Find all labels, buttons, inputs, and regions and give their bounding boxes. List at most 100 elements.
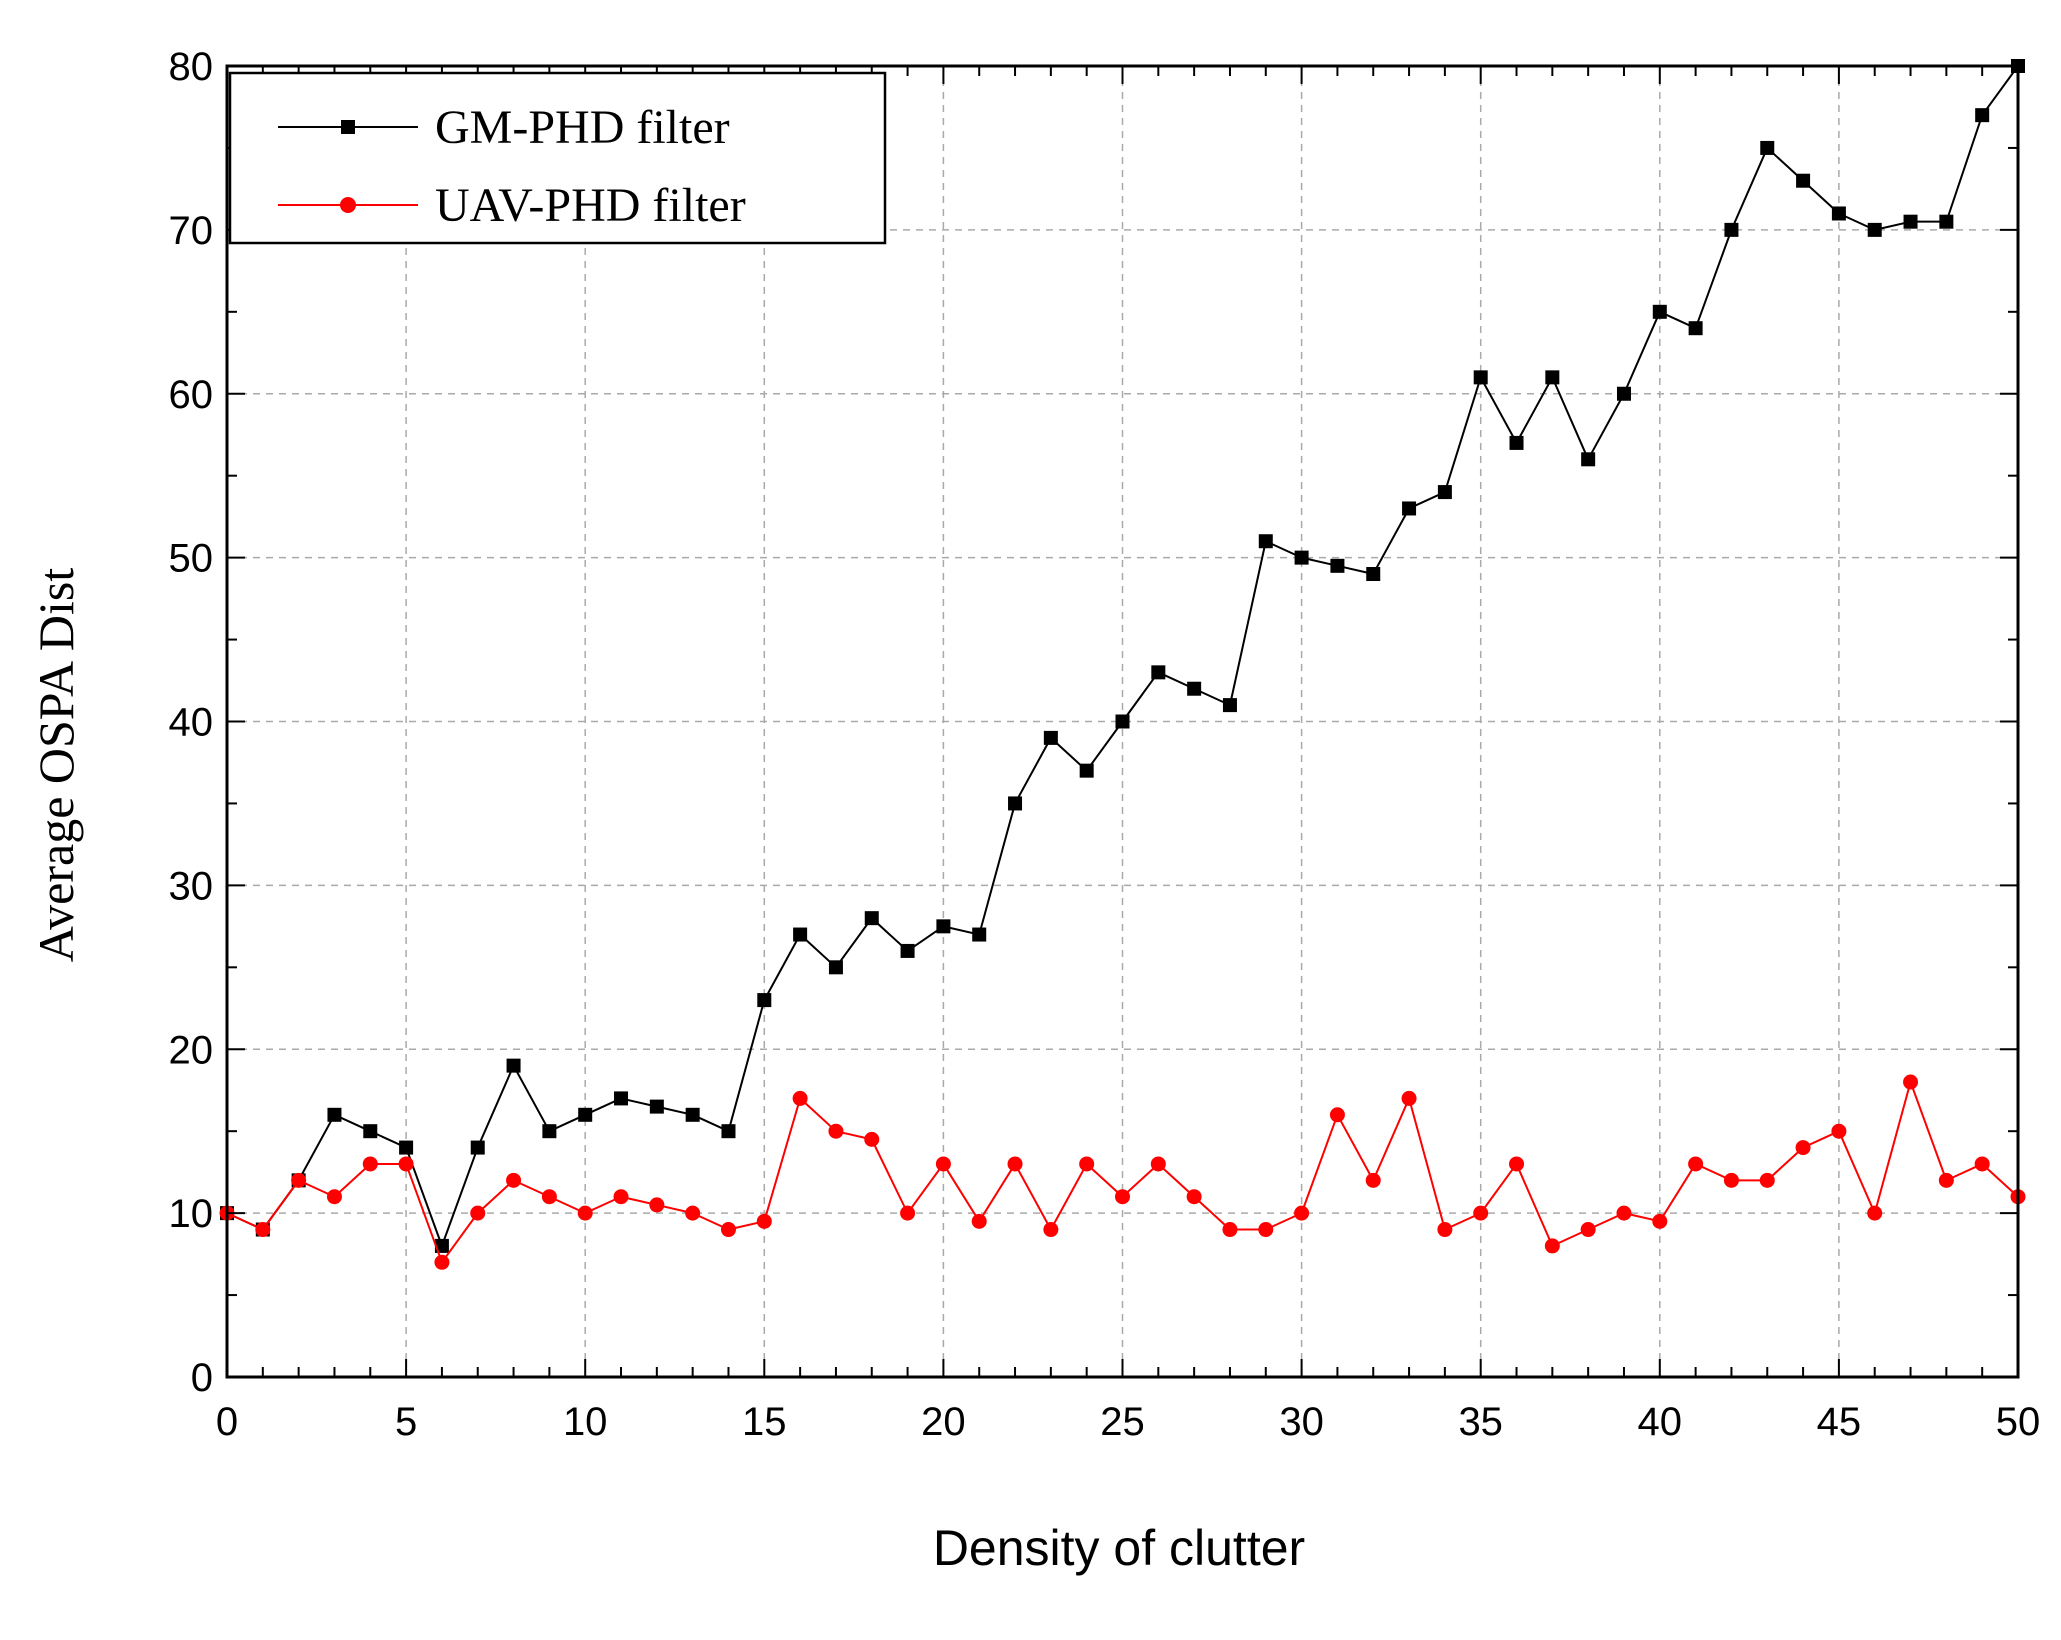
y-tick-label: 0 [191, 1356, 213, 1400]
data-point-uav-phd [1759, 1172, 1775, 1188]
data-point-uav-phd [1938, 1172, 1954, 1188]
data-point-uav-phd [1616, 1205, 1632, 1221]
data-point-gm-phd [1043, 730, 1058, 745]
data-point-uav-phd [541, 1189, 557, 1205]
data-point-uav-phd [828, 1123, 844, 1139]
x-tick-label: 15 [742, 1400, 787, 1444]
data-point-uav-phd [470, 1205, 486, 1221]
data-point-gm-phd [900, 943, 915, 958]
data-point-uav-phd [1222, 1222, 1238, 1238]
data-point-uav-phd [255, 1222, 271, 1238]
data-point-uav-phd [1831, 1123, 1847, 1139]
data-point-uav-phd [1437, 1222, 1453, 1238]
data-point-gm-phd [1008, 796, 1023, 811]
data-point-uav-phd [362, 1156, 378, 1172]
y-tick-label: 10 [169, 1192, 214, 1236]
data-point-uav-phd [1580, 1222, 1596, 1238]
data-point-uav-phd [864, 1131, 880, 1147]
legend: GM-PHD filter UAV-PHD filter [228, 71, 887, 245]
x-tick-label: 35 [1458, 1400, 1503, 1444]
data-point-gm-phd [1867, 222, 1882, 237]
data-point-uav-phd [1079, 1156, 1095, 1172]
data-point-uav-phd [1186, 1189, 1202, 1205]
ticks-layer: 0 5 10 15 20 25 30 35 40 45 50 0 10 20 30 40 50 60 70 80 [169, 45, 2041, 1444]
data-point-uav-phd [326, 1189, 342, 1205]
x-tick-label: 20 [921, 1400, 966, 1444]
y-tick-label: 80 [169, 45, 214, 89]
data-point-uav-phd [1294, 1205, 1310, 1221]
data-point-gm-phd [363, 1124, 378, 1139]
data-point-uav-phd [756, 1213, 772, 1229]
data-point-gm-phd [757, 993, 772, 1008]
data-point-uav-phd [1258, 1222, 1274, 1238]
data-point-gm-phd [1151, 665, 1166, 680]
data-point-uav-phd [1473, 1205, 1489, 1221]
data-point-gm-phd [1258, 534, 1273, 549]
data-point-gm-phd [972, 927, 987, 942]
data-point-uav-phd [1795, 1140, 1811, 1156]
data-point-gm-phd [1760, 140, 1775, 155]
data-point-uav-phd [1401, 1090, 1417, 1106]
legend-marker-uav-phd [340, 197, 356, 213]
series-layer [219, 59, 2026, 1270]
data-point-gm-phd [1366, 567, 1381, 582]
data-point-gm-phd [1437, 485, 1452, 500]
x-tick-label: 40 [1638, 1400, 1683, 1444]
y-tick-label: 60 [169, 373, 214, 417]
data-point-uav-phd [506, 1172, 522, 1188]
data-point-gm-phd [1581, 452, 1596, 467]
data-point-gm-phd [434, 1238, 449, 1253]
data-point-uav-phd [1688, 1156, 1704, 1172]
x-tick-label: 5 [395, 1400, 417, 1444]
data-point-gm-phd [1903, 214, 1918, 229]
data-point-uav-phd [1365, 1172, 1381, 1188]
data-point-gm-phd [399, 1140, 414, 1155]
data-point-gm-phd [936, 919, 951, 934]
data-point-uav-phd [1652, 1213, 1668, 1229]
x-tick-label: 25 [1100, 1400, 1145, 1444]
data-point-gm-phd [1330, 558, 1345, 573]
data-point-uav-phd [434, 1254, 450, 1270]
x-tick-label: 10 [563, 1400, 608, 1444]
data-point-gm-phd [1831, 206, 1846, 221]
y-axis-title: Average OSPA Dist [28, 568, 84, 963]
data-point-gm-phd [1115, 714, 1130, 729]
data-point-gm-phd [578, 1107, 593, 1122]
data-point-gm-phd [614, 1091, 629, 1106]
data-point-gm-phd [327, 1107, 342, 1122]
data-point-gm-phd [685, 1107, 700, 1122]
x-tick-label: 45 [1817, 1400, 1862, 1444]
data-point-uav-phd [792, 1090, 808, 1106]
data-point-gm-phd [1652, 304, 1667, 319]
legend-box [228, 71, 887, 245]
data-point-uav-phd [1043, 1222, 1059, 1238]
data-point-gm-phd [1796, 173, 1811, 188]
data-point-gm-phd [1616, 386, 1631, 401]
data-point-uav-phd [1544, 1238, 1560, 1254]
data-point-uav-phd [1150, 1156, 1166, 1172]
data-point-uav-phd [398, 1156, 414, 1172]
data-point-gm-phd [649, 1099, 664, 1114]
data-point-gm-phd [1187, 681, 1202, 696]
legend-marker-gm-phd [341, 120, 355, 134]
data-point-uav-phd [1903, 1074, 1919, 1090]
data-point-gm-phd [1509, 435, 1524, 450]
data-point-gm-phd [1545, 370, 1560, 385]
x-tick-label: 0 [216, 1400, 238, 1444]
y-tick-label: 50 [169, 537, 214, 581]
data-point-uav-phd [577, 1205, 593, 1221]
data-point-gm-phd [1939, 214, 1954, 229]
y-tick-label: 40 [169, 701, 214, 745]
data-point-gm-phd [864, 911, 879, 926]
legend-label-gm-phd: GM-PHD filter [435, 101, 730, 154]
data-point-uav-phd [900, 1205, 916, 1221]
y-tick-label: 30 [169, 864, 214, 908]
x-axis-title: Density of clutter [933, 1520, 1305, 1576]
data-point-gm-phd [1222, 698, 1237, 713]
data-point-uav-phd [1007, 1156, 1023, 1172]
data-point-gm-phd [470, 1140, 485, 1155]
data-point-uav-phd [720, 1222, 736, 1238]
axes-layer [225, 64, 2020, 1379]
